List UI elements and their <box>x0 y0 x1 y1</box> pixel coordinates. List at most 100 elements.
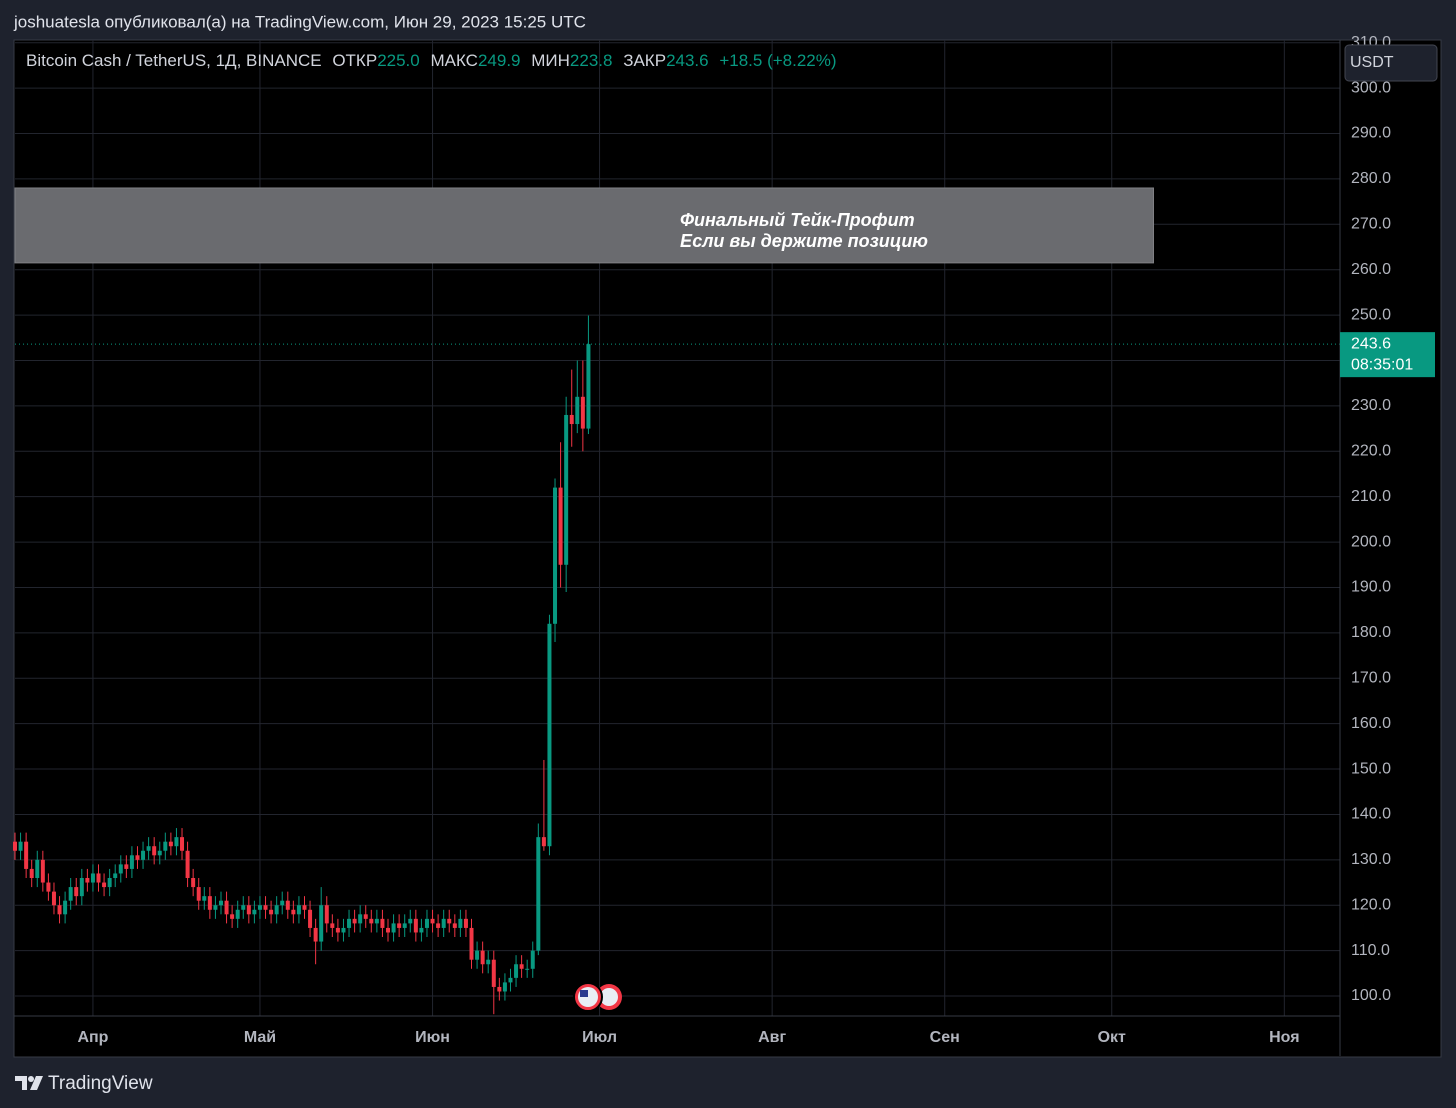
candle-body <box>447 918 452 924</box>
y-tick-label: 230.0 <box>1351 397 1391 414</box>
candle-body <box>402 923 407 928</box>
candle-body <box>18 841 23 851</box>
candle-body <box>564 414 569 565</box>
logo-part <box>28 1076 34 1082</box>
candle-body <box>196 887 201 901</box>
candle-body <box>96 873 101 883</box>
candle-body <box>129 855 134 869</box>
currency[interactable]: USDT <box>1350 54 1394 71</box>
logo-part <box>30 1076 43 1090</box>
candle-body <box>525 968 530 970</box>
currency-button[interactable] <box>1344 44 1438 82</box>
candle-body <box>285 900 290 910</box>
candle-body <box>246 905 251 915</box>
y-tick-label: 100.0 <box>1351 987 1391 1004</box>
candle-body <box>313 927 318 942</box>
candle-body <box>347 918 352 928</box>
symbol: Bitcoin Cash / TetherUS, 1Д, BINANCE <box>26 51 322 70</box>
candle-body <box>419 927 424 933</box>
candle-body <box>519 964 524 969</box>
candle-body <box>102 882 107 888</box>
candle-body <box>241 905 246 910</box>
candle-body <box>113 873 118 878</box>
candle-body <box>486 959 491 965</box>
x-tick-label: Авг <box>758 1029 786 1046</box>
candle-body <box>74 887 79 897</box>
candle-body <box>24 841 29 869</box>
candle-body <box>319 905 324 942</box>
candle-body <box>269 909 274 915</box>
candle-body <box>341 927 346 933</box>
event-markers <box>573 982 622 1012</box>
countdown: 08:35:01 <box>1351 356 1413 373</box>
open: 225.0 <box>377 51 420 70</box>
x-tick-label: Апр <box>77 1029 108 1046</box>
last-price-tag <box>1340 332 1435 378</box>
x-tick-label: Май <box>244 1029 276 1046</box>
y-tick-label: 170.0 <box>1351 669 1391 686</box>
x-tick-label: Сен <box>930 1029 960 1046</box>
candle-body <box>330 923 335 928</box>
brand: TradingView <box>48 1073 153 1094</box>
y-tick-label: 160.0 <box>1351 715 1391 732</box>
candle-body <box>280 900 285 906</box>
candle-body <box>141 850 146 860</box>
candle-body <box>575 396 580 425</box>
candle-body <box>13 841 17 851</box>
last-price-label: 243.6 <box>1351 335 1391 352</box>
candle-body <box>79 877 84 897</box>
candle-body <box>118 864 123 874</box>
candle-body <box>185 850 190 878</box>
candle-body <box>424 918 429 928</box>
candle-body <box>152 846 157 856</box>
candle-body <box>324 905 329 924</box>
candle-body <box>180 837 185 851</box>
candle-body <box>202 896 207 901</box>
candle-body <box>553 487 558 624</box>
y-tick-label: 260.0 <box>1351 261 1391 278</box>
candle-body <box>380 918 385 928</box>
candle-body <box>569 414 574 425</box>
candle-body <box>408 918 413 924</box>
candle-body <box>168 841 173 847</box>
candle-body <box>508 977 513 983</box>
annotation-box <box>14 187 1154 264</box>
candle-body <box>491 959 496 987</box>
candle-body <box>547 623 552 847</box>
candle-body <box>514 964 519 978</box>
candle-body <box>218 900 223 906</box>
candle-body <box>57 905 62 915</box>
candle-body <box>430 918 435 924</box>
candle-body <box>68 887 73 901</box>
candle-body <box>502 982 507 992</box>
candle-body <box>469 927 474 960</box>
candle-body <box>263 905 268 910</box>
candle-body <box>452 923 457 928</box>
open-label: ОТКР <box>332 51 377 70</box>
candle-body <box>580 396 585 429</box>
close: 243.6 <box>666 51 709 70</box>
candle-body <box>124 864 129 869</box>
x-tick-label: Июн <box>415 1029 450 1046</box>
candle-body <box>213 905 218 910</box>
y-tick-label: 220.0 <box>1351 443 1391 460</box>
candle-body <box>157 850 162 856</box>
candle-body <box>63 900 68 915</box>
y-tick-label: 180.0 <box>1351 624 1391 641</box>
change: +18.5 (+8.22%) <box>719 51 836 70</box>
candle-body <box>35 859 40 878</box>
candle-body <box>51 891 56 906</box>
candle-body <box>302 905 307 910</box>
candle-body <box>558 487 563 565</box>
candle-body <box>224 900 229 915</box>
candle-body <box>40 859 45 883</box>
candle-body <box>352 918 357 924</box>
candle-body <box>90 873 95 883</box>
candle-body <box>107 877 112 888</box>
y-tick-label: 110.0 <box>1351 942 1390 959</box>
low: 223.8 <box>570 51 613 70</box>
x-tick-label: Ноя <box>1269 1029 1299 1046</box>
low-label: МИН <box>531 51 570 70</box>
candle-body <box>475 950 480 960</box>
